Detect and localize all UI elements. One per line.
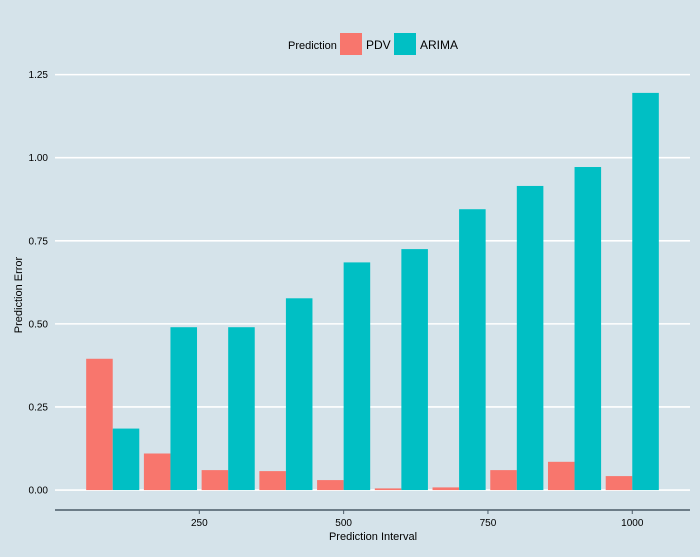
bar-arima	[459, 209, 486, 491]
y-tick-label: 0.25	[29, 402, 49, 413]
bar-pdv	[317, 480, 344, 491]
x-axis-title: Prediction Interval	[329, 531, 417, 543]
bar-arima	[228, 327, 255, 491]
y-tick-label: 1.00	[29, 153, 49, 164]
axes: 0.00 0.25 0.50 0.75 1.00 1.25 250 500 750 1000	[29, 70, 690, 529]
bars	[86, 92, 659, 491]
legend-swatch-arima	[394, 33, 416, 55]
y-axis-title: Prediction Error	[13, 256, 25, 333]
bar-pdv	[547, 461, 575, 491]
bar-pdv	[605, 476, 633, 491]
y-tick-label: 0.00	[29, 486, 49, 497]
bar-arima	[285, 298, 313, 491]
bar-arima	[574, 167, 602, 491]
bar-pdv	[432, 487, 460, 491]
bar-arima	[632, 92, 659, 491]
bar-arima	[516, 185, 544, 491]
legend: Prediction PDV ARIMA	[288, 33, 458, 55]
bar-arima	[112, 428, 140, 491]
bar-arima	[343, 262, 371, 491]
x-tick-label: 750	[480, 518, 497, 529]
bar-arima	[401, 249, 428, 491]
legend-label-pdv: PDV	[366, 38, 391, 52]
x-tick-label: 500	[335, 518, 352, 529]
legend-swatch-pdv	[340, 33, 362, 55]
legend-label-arima: ARIMA	[420, 38, 458, 52]
bar-pdv	[201, 470, 229, 491]
y-tick-label: 0.50	[29, 319, 49, 330]
bar-pdv	[259, 471, 286, 491]
x-tick-label: 250	[191, 518, 208, 529]
bar-arima	[170, 327, 198, 491]
bar-pdv	[86, 358, 113, 491]
y-tick-label: 1.25	[29, 70, 49, 81]
bar-pdv	[143, 453, 171, 491]
y-tick-label: 0.75	[29, 236, 49, 247]
x-tick-label: 1000	[621, 518, 644, 529]
legend-title: Prediction	[288, 40, 337, 52]
bar-pdv	[374, 488, 402, 491]
bar-pdv	[490, 470, 517, 491]
